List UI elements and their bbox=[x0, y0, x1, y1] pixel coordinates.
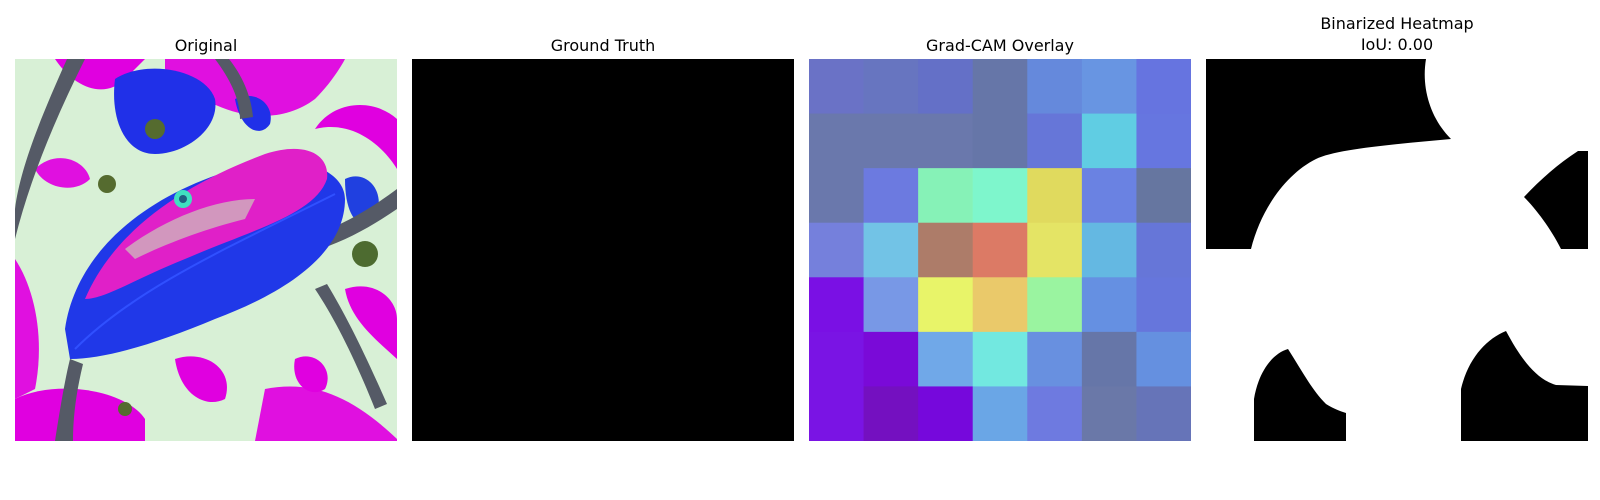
gradcam-cell bbox=[1027, 277, 1083, 333]
gradcam-cell bbox=[863, 386, 919, 441]
iou-score-label: IoU: 0.00 bbox=[1360, 35, 1434, 54]
gradcam-grid bbox=[809, 59, 1191, 441]
gradcam-cell bbox=[918, 113, 974, 169]
gradcam-cell bbox=[1136, 59, 1191, 115]
gradcam-cell bbox=[1081, 113, 1137, 169]
gradcam-cell bbox=[1136, 222, 1191, 278]
gradcam-cell bbox=[918, 331, 974, 387]
gradcam-cell bbox=[863, 168, 919, 224]
gradcam-cell bbox=[918, 222, 974, 278]
gradcam-cell bbox=[1136, 113, 1191, 169]
gradcam-cell bbox=[809, 386, 865, 441]
gradcam-cell bbox=[918, 277, 974, 333]
binarized-heatmap-title: Binarized Heatmap IoU: 0.00 bbox=[1206, 13, 1588, 55]
gradcam-overlay-title: Grad-CAM Overlay bbox=[926, 36, 1074, 55]
gradcam-cell bbox=[1136, 168, 1191, 224]
gradcam-cell bbox=[809, 331, 865, 387]
gradcam-cell bbox=[1081, 331, 1137, 387]
gradcam-cell bbox=[809, 168, 865, 224]
original-image-canvas bbox=[15, 59, 397, 441]
gradcam-cell bbox=[1081, 168, 1137, 224]
gradcam-cell bbox=[972, 168, 1028, 224]
gradcam-cell bbox=[1027, 113, 1083, 169]
ground-truth-fill bbox=[412, 59, 794, 441]
gradcam-cell bbox=[972, 386, 1028, 441]
gradcam-cell bbox=[863, 277, 919, 333]
gradcam-cell bbox=[809, 277, 865, 333]
gradcam-cell bbox=[863, 113, 919, 169]
gradcam-cell bbox=[1027, 386, 1083, 441]
ground-truth-title: Ground Truth bbox=[550, 36, 656, 55]
heatmap-region-bottom-left bbox=[1254, 349, 1346, 441]
binarized-heatmap bbox=[1206, 59, 1588, 441]
gradcam-cell bbox=[863, 331, 919, 387]
gradcam-cell bbox=[972, 222, 1028, 278]
gradcam-overlay bbox=[809, 59, 1191, 441]
gradcam-cell bbox=[809, 113, 865, 169]
gradcam-cell bbox=[918, 168, 974, 224]
original-title: Original bbox=[174, 36, 238, 55]
gradcam-cell bbox=[1081, 277, 1137, 333]
gradcam-cell bbox=[972, 59, 1028, 115]
ground-truth-mask bbox=[412, 59, 794, 441]
gradcam-cell bbox=[809, 59, 865, 115]
gradcam-cell bbox=[863, 222, 919, 278]
gradcam-cell bbox=[972, 331, 1028, 387]
gradcam-cell bbox=[1027, 331, 1083, 387]
gradcam-cell bbox=[1136, 277, 1191, 333]
gradcam-cell bbox=[972, 113, 1028, 169]
gradcam-cell bbox=[809, 222, 865, 278]
gradcam-cell bbox=[863, 59, 919, 115]
binarized-heatmap-title-line: Binarized Heatmap bbox=[1320, 14, 1474, 33]
gradcam-cell bbox=[1136, 331, 1191, 387]
gradcam-cell bbox=[1027, 222, 1083, 278]
gradcam-cell bbox=[1081, 386, 1137, 441]
gradcam-cell bbox=[1081, 222, 1137, 278]
original-image bbox=[15, 59, 397, 441]
gradcam-cell bbox=[1027, 168, 1083, 224]
heatmap-region-bottom-right bbox=[1461, 331, 1588, 441]
gradcam-cell bbox=[918, 386, 974, 441]
gradcam-cell bbox=[1136, 386, 1191, 441]
gradcam-cell bbox=[1081, 59, 1137, 115]
gradcam-cell bbox=[1027, 59, 1083, 115]
heatmap-region-right bbox=[1524, 151, 1588, 249]
gradcam-cell bbox=[972, 277, 1028, 333]
heatmap-region-top-left bbox=[1206, 59, 1451, 249]
gradcam-cell bbox=[918, 59, 974, 115]
